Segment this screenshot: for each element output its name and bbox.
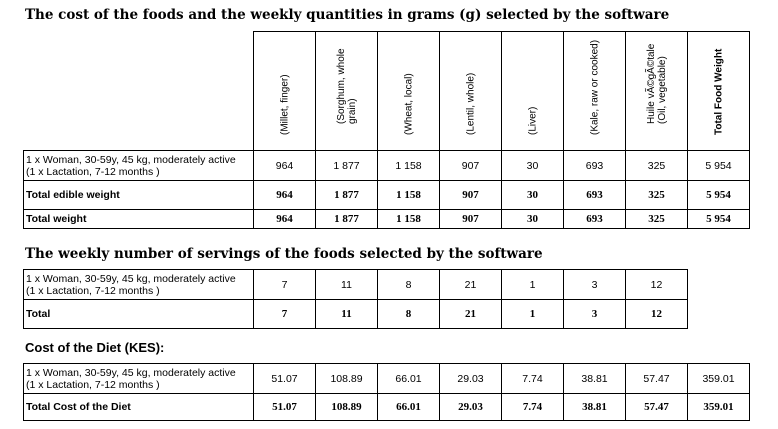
row-label: Total: [23, 299, 254, 329]
table-cell: 30: [501, 180, 564, 210]
table-cell: 964: [253, 209, 316, 229]
table-cell: 7.74: [501, 393, 564, 421]
table-cell: 907: [439, 209, 502, 229]
table-row: Total Cost of the Diet 51.07 108.89 66.01 29…: [23, 393, 750, 421]
table-cell: 5 954: [687, 180, 750, 210]
table-cell: 38.81: [563, 363, 626, 394]
table-cell: 1 158: [377, 209, 440, 229]
table-cell: 8: [377, 299, 440, 329]
column-header-2: (Sorghum, whole grain): [315, 31, 378, 151]
table-cell: 51.07: [253, 363, 316, 394]
servings-table: 1 x Woman, 30-59y, 45 kg, moderately act…: [23, 269, 688, 329]
section2-title: The weekly number of servings of the foo…: [25, 246, 543, 262]
column-header-label: Huile vÃ©gÃ©tale (Oil, vegetable): [645, 43, 668, 124]
table-cell: 108.89: [315, 393, 378, 421]
table-cell: 359.01: [687, 393, 750, 421]
table-cell: 12: [625, 299, 688, 329]
table-cell: 1: [501, 299, 564, 329]
section1-title: The cost of the foods and the weekly qua…: [25, 7, 670, 23]
table-cell: 1 158: [377, 180, 440, 210]
row-label: 1 x Woman, 30-59y, 45 kg, moderately act…: [23, 269, 254, 300]
table-cell: 108.89: [315, 363, 378, 394]
column-header-label: (Lentil, whole): [465, 72, 476, 135]
table-cell: 325: [625, 150, 688, 181]
row-label: Total weight: [23, 209, 254, 229]
table-cell: 325: [625, 209, 688, 229]
row-label: 1 x Woman, 30-59y, 45 kg, moderately act…: [23, 363, 254, 394]
table-cell: 11: [315, 299, 378, 329]
column-header-4: (Lentil, whole): [439, 31, 502, 151]
table-cell: 907: [439, 180, 502, 210]
column-header-3: (Wheat, local): [377, 31, 440, 151]
table-cell: 1 877: [315, 209, 378, 229]
table-cell: 57.47: [625, 393, 688, 421]
column-header-label: Total Food Weight: [713, 48, 724, 135]
column-header-6: (Kale, raw or cooked): [563, 31, 626, 151]
table-cell: 907: [439, 150, 502, 181]
row-label: Total edible weight: [23, 180, 254, 210]
table-cell: 7: [253, 299, 316, 329]
table-cell: 964: [253, 150, 316, 181]
column-header-label: (Liver): [527, 106, 538, 135]
table-cell: 1 158: [377, 150, 440, 181]
table-cell: 1 877: [315, 150, 378, 181]
table-cell: 57.47: [625, 363, 688, 394]
table-cell: 30: [501, 209, 564, 229]
table-cell: 11: [315, 269, 378, 300]
table-cell: 359.01: [687, 363, 750, 394]
table-row: 1 x Woman, 30-59y, 45 kg, moderately act…: [23, 150, 750, 181]
table-cell: 66.01: [377, 393, 440, 421]
table-cell: 693: [563, 180, 626, 210]
column-header-label: (Sorghum, whole grain): [335, 48, 358, 124]
section3-title: Cost of the Diet (KES):: [25, 340, 165, 355]
table-cell: 38.81: [563, 393, 626, 421]
column-header-1: (Millet, finger): [253, 31, 316, 151]
food-weight-table: (Millet, finger) (Sorghum, whole grain) (Wh…: [23, 31, 750, 229]
table-cell: 29.03: [439, 363, 502, 394]
column-header-label: (Millet, finger): [279, 74, 290, 135]
header-blank-cell: [23, 31, 254, 151]
table-cell: 5 954: [687, 209, 750, 229]
diet-cost-table: 1 x Woman, 30-59y, 45 kg, moderately act…: [23, 363, 750, 421]
table-cell: 21: [439, 269, 502, 300]
row-label: Total Cost of the Diet: [23, 393, 254, 421]
table-cell: 1 877: [315, 180, 378, 210]
column-header-5: (Liver): [501, 31, 564, 151]
table-cell: 51.07: [253, 393, 316, 421]
table-cell: 693: [563, 150, 626, 181]
table-cell: 693: [563, 209, 626, 229]
table-cell: 12: [625, 269, 688, 300]
table-cell: 21: [439, 299, 502, 329]
table-cell: 66.01: [377, 363, 440, 394]
table-cell: 8: [377, 269, 440, 300]
column-header-label: (Wheat, local): [403, 73, 414, 135]
table-cell: 29.03: [439, 393, 502, 421]
table-cell: 964: [253, 180, 316, 210]
table-cell: 325: [625, 180, 688, 210]
table-row: 1 x Woman, 30-59y, 45 kg, moderately act…: [23, 269, 688, 300]
table-cell: 3: [563, 299, 626, 329]
row-label: 1 x Woman, 30-59y, 45 kg, moderately act…: [23, 150, 254, 181]
table-row: 1 x Woman, 30-59y, 45 kg, moderately act…: [23, 363, 750, 394]
table-cell: 5 954: [687, 150, 750, 181]
table-cell: 7.74: [501, 363, 564, 394]
column-header-7: Huile vÃ©gÃ©tale (Oil, vegetable): [625, 31, 688, 151]
table-row: Total edible weight 964 1 877 1 158 907 30 693…: [23, 180, 750, 210]
table-cell: 30: [501, 150, 564, 181]
table-cell: 1: [501, 269, 564, 300]
table-row: Total 7 11 8 21 1 3 12: [23, 299, 688, 329]
table-row: Total weight 964 1 877 1 158 907 30 693 325 5 95…: [23, 209, 750, 229]
table-cell: 7: [253, 269, 316, 300]
column-header-label: (Kale, raw or cooked): [589, 39, 600, 135]
column-header-total: Total Food Weight: [687, 31, 750, 151]
table-cell: 3: [563, 269, 626, 300]
